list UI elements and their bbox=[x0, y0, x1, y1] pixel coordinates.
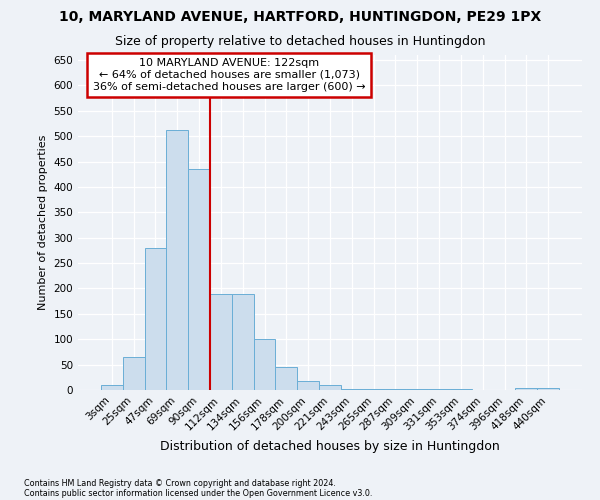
Bar bbox=[232, 294, 254, 390]
Bar bbox=[428, 389, 450, 390]
Bar bbox=[145, 248, 166, 390]
Bar bbox=[123, 357, 145, 390]
Text: Contains HM Land Registry data © Crown copyright and database right 2024.: Contains HM Land Registry data © Crown c… bbox=[24, 478, 336, 488]
Bar bbox=[275, 367, 297, 390]
Bar bbox=[254, 339, 275, 390]
Bar bbox=[363, 389, 385, 390]
Bar bbox=[210, 294, 232, 390]
Bar bbox=[450, 389, 472, 390]
X-axis label: Distribution of detached houses by size in Huntingdon: Distribution of detached houses by size … bbox=[160, 440, 500, 453]
Text: Size of property relative to detached houses in Huntingdon: Size of property relative to detached ho… bbox=[115, 35, 485, 48]
Bar bbox=[166, 130, 188, 390]
Bar bbox=[515, 388, 537, 390]
Bar bbox=[319, 385, 341, 390]
Bar bbox=[297, 381, 319, 390]
Bar bbox=[385, 389, 406, 390]
Bar bbox=[188, 169, 210, 390]
Y-axis label: Number of detached properties: Number of detached properties bbox=[38, 135, 48, 310]
Text: Contains public sector information licensed under the Open Government Licence v3: Contains public sector information licen… bbox=[24, 488, 373, 498]
Text: 10, MARYLAND AVENUE, HARTFORD, HUNTINGDON, PE29 1PX: 10, MARYLAND AVENUE, HARTFORD, HUNTINGDO… bbox=[59, 10, 541, 24]
Bar bbox=[406, 389, 428, 390]
Bar bbox=[537, 388, 559, 390]
Bar bbox=[341, 389, 363, 390]
Bar bbox=[101, 385, 123, 390]
Text: 10 MARYLAND AVENUE: 122sqm
← 64% of detached houses are smaller (1,073)
36% of s: 10 MARYLAND AVENUE: 122sqm ← 64% of deta… bbox=[93, 58, 365, 92]
